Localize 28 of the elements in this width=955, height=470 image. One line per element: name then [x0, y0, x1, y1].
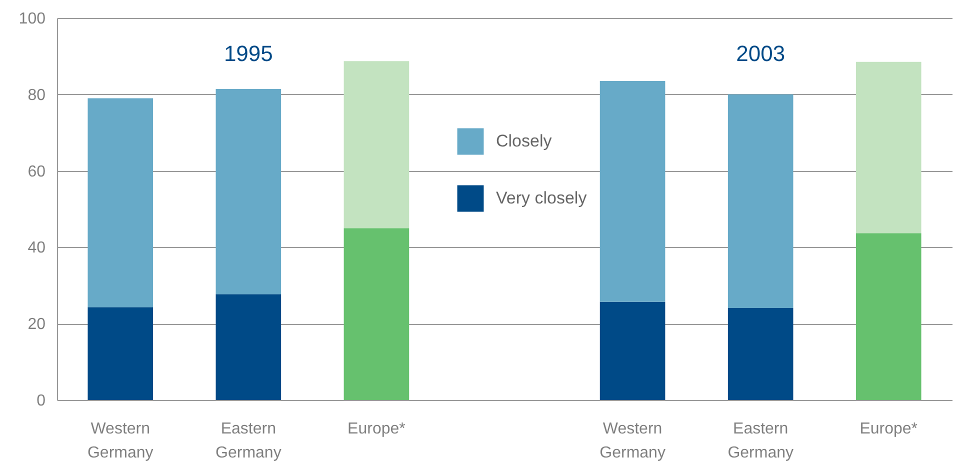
- bar: [344, 61, 410, 228]
- bar: [88, 98, 154, 308]
- bar: [344, 228, 410, 400]
- y-tick-label: 0: [36, 392, 46, 410]
- legend-label: Very closely: [496, 188, 588, 208]
- x-tick-label: Western Germany: [600, 420, 666, 462]
- legend-label: Closely: [496, 132, 552, 150]
- x-tick-label: Western Germany: [87, 420, 154, 462]
- bar: [600, 302, 666, 400]
- y-tick-label: 20: [28, 316, 46, 334]
- bar: [88, 307, 154, 400]
- x-tick-label: Eastern Germany: [728, 420, 794, 462]
- bar: [856, 62, 922, 234]
- bar: [216, 294, 282, 400]
- bar: [728, 94, 794, 308]
- y-tick-label: 60: [28, 163, 46, 180]
- x-tick-label: Europe*: [860, 420, 918, 438]
- x-tick-label: Eastern Germany: [216, 420, 282, 462]
- bar: [728, 308, 794, 400]
- y-tick-label: 100: [18, 10, 46, 28]
- annotation: 2003: [736, 41, 786, 66]
- x-tick-label: Europe*: [348, 420, 406, 438]
- y-tick-label: 40: [28, 240, 46, 257]
- annotation: 1995: [224, 41, 273, 66]
- bar: [216, 89, 282, 294]
- y-tick-label: 80: [28, 86, 46, 104]
- bar: [600, 81, 666, 302]
- bar: [856, 233, 922, 400]
